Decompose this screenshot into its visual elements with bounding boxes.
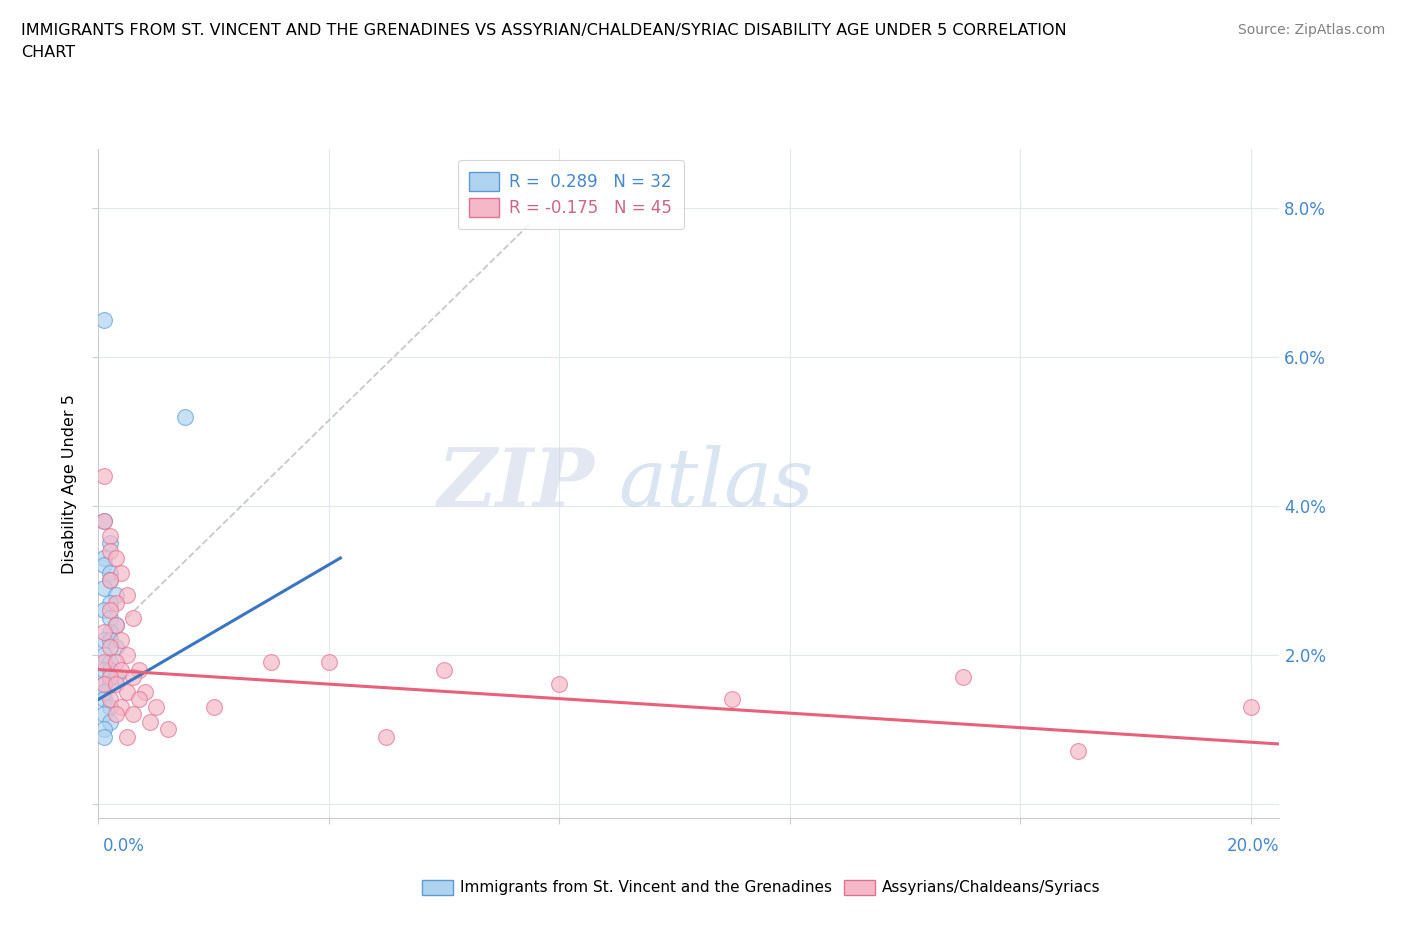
- Point: [104, 618, 127, 632]
- Point: [548, 677, 571, 692]
- Point: [104, 655, 127, 670]
- Point: [115, 729, 138, 744]
- Point: [173, 409, 195, 424]
- Point: [93, 729, 115, 744]
- Point: [93, 551, 115, 565]
- Point: [93, 632, 115, 647]
- Text: IMMIGRANTS FROM ST. VINCENT AND THE GRENADINES VS ASSYRIAN/CHALDEAN/SYRIAC DISAB: IMMIGRANTS FROM ST. VINCENT AND THE GREN…: [21, 23, 1067, 38]
- Point: [93, 707, 115, 722]
- Point: [98, 528, 121, 543]
- Point: [98, 670, 121, 684]
- Point: [104, 551, 127, 565]
- Text: CHART: CHART: [21, 45, 75, 60]
- Point: [139, 714, 162, 729]
- Point: [98, 692, 121, 707]
- Point: [104, 588, 127, 603]
- Point: [93, 655, 115, 670]
- Point: [122, 707, 145, 722]
- Text: Assyrians/Chaldeans/Syriacs: Assyrians/Chaldeans/Syriacs: [882, 880, 1099, 895]
- Point: [93, 580, 115, 595]
- Point: [98, 603, 121, 618]
- Point: [104, 595, 127, 610]
- Legend: R =  0.289   N = 32, R = -0.175   N = 45: R = 0.289 N = 32, R = -0.175 N = 45: [458, 161, 683, 229]
- Point: [98, 655, 121, 670]
- Point: [128, 662, 150, 677]
- Point: [93, 469, 115, 484]
- Point: [98, 632, 121, 647]
- Point: [93, 692, 115, 707]
- Point: [98, 677, 121, 692]
- Point: [202, 699, 225, 714]
- Point: [156, 722, 179, 737]
- Point: [98, 625, 121, 640]
- Point: [433, 662, 456, 677]
- Text: 20.0%: 20.0%: [1227, 837, 1279, 855]
- Point: [721, 692, 744, 707]
- Point: [375, 729, 398, 744]
- Point: [98, 662, 121, 677]
- Point: [134, 684, 156, 699]
- Point: [93, 558, 115, 573]
- Point: [128, 692, 150, 707]
- Point: [122, 610, 145, 625]
- Point: [93, 684, 115, 699]
- Point: [1240, 699, 1263, 714]
- Point: [952, 670, 974, 684]
- Point: [98, 699, 121, 714]
- Point: [93, 677, 115, 692]
- Y-axis label: Disability Age Under 5: Disability Age Under 5: [62, 393, 77, 574]
- Text: ZIP: ZIP: [437, 445, 595, 523]
- Point: [318, 655, 340, 670]
- Point: [98, 565, 121, 580]
- Point: [110, 662, 132, 677]
- Point: [98, 536, 121, 551]
- Point: [93, 662, 115, 677]
- Point: [104, 707, 127, 722]
- Point: [98, 573, 121, 588]
- Point: [110, 632, 132, 647]
- Point: [93, 647, 115, 662]
- Point: [104, 670, 127, 684]
- Point: [98, 714, 121, 729]
- Point: [98, 595, 121, 610]
- Point: [93, 625, 115, 640]
- Point: [115, 588, 138, 603]
- Point: [104, 677, 127, 692]
- Point: [98, 610, 121, 625]
- Text: Source: ZipAtlas.com: Source: ZipAtlas.com: [1237, 23, 1385, 37]
- Point: [110, 565, 132, 580]
- Point: [93, 312, 115, 327]
- Point: [93, 513, 115, 528]
- Point: [260, 655, 283, 670]
- Point: [93, 722, 115, 737]
- Point: [104, 618, 127, 632]
- Point: [93, 513, 115, 528]
- Point: [98, 640, 121, 655]
- Point: [110, 699, 132, 714]
- Point: [104, 640, 127, 655]
- Text: 0.0%: 0.0%: [103, 837, 145, 855]
- Point: [93, 677, 115, 692]
- Point: [98, 573, 121, 588]
- Point: [98, 543, 121, 558]
- Point: [1067, 744, 1090, 759]
- Point: [145, 699, 167, 714]
- Text: atlas: atlas: [619, 445, 814, 523]
- Point: [122, 670, 145, 684]
- Point: [115, 684, 138, 699]
- Point: [115, 647, 138, 662]
- Text: Immigrants from St. Vincent and the Grenadines: Immigrants from St. Vincent and the Gren…: [460, 880, 832, 895]
- Point: [93, 603, 115, 618]
